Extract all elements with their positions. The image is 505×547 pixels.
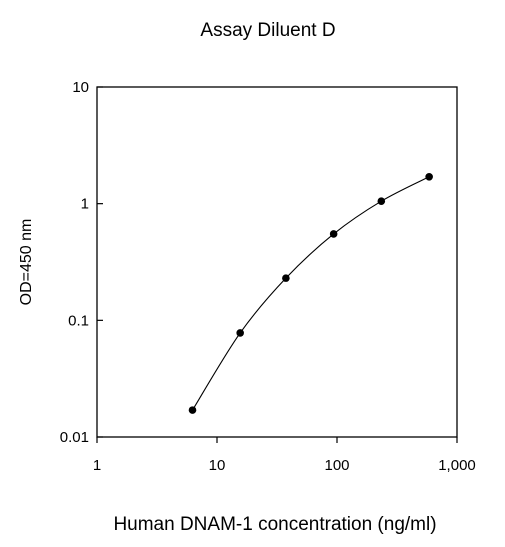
y-axis-ticks: 0.01 0.1 1 10 <box>60 79 103 446</box>
data-point <box>329 230 338 238</box>
x-axis-label: Human DNAM-1 concentration (ng/ml) <box>113 514 436 535</box>
x-tick-label: 1 <box>93 457 101 474</box>
x-tick-label: 1,000 <box>438 457 476 474</box>
data-point <box>425 172 433 181</box>
x-tick-label: 10 <box>209 457 226 474</box>
y-tick-label: 10 <box>72 79 89 96</box>
data-point <box>188 406 197 414</box>
y-tick-label: 0.01 <box>60 429 89 446</box>
y-axis-label: OD=450 nm <box>18 219 35 306</box>
chart-title: Assay Diluent D <box>200 20 335 41</box>
y-tick-label: 1 <box>81 196 89 213</box>
plot-frame <box>96 86 458 438</box>
y-tick-label: 0.1 <box>68 312 89 329</box>
series-line <box>192 176 430 411</box>
data-point <box>377 197 386 205</box>
x-axis-ticks: 1 10 100 1,000 <box>93 437 476 474</box>
data-point <box>236 329 244 337</box>
x-tick-label: 100 <box>324 457 349 474</box>
series-layer <box>188 172 433 414</box>
data-point <box>282 274 290 282</box>
